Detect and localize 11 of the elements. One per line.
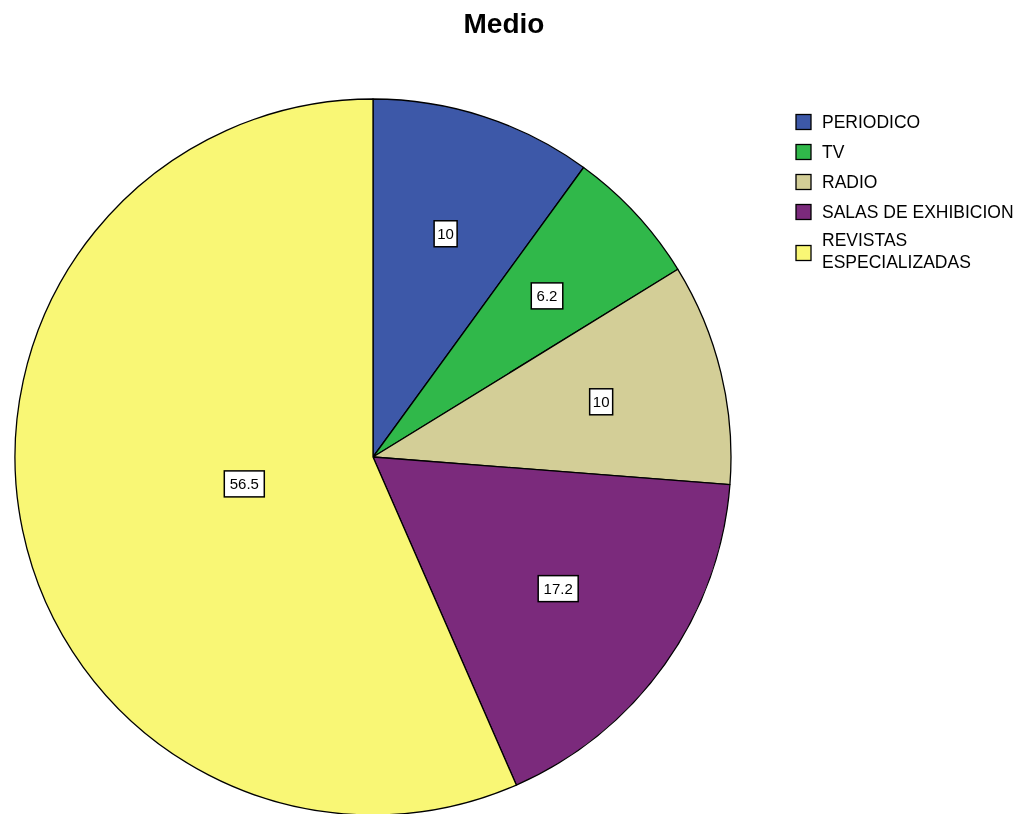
- chart-title: Medio: [463, 7, 545, 39]
- data-label: 10: [592, 393, 610, 411]
- data-label: 56.5: [229, 475, 259, 493]
- legend-label: REVISTAS ESPECIALIZADAS: [822, 230, 971, 272]
- legend-label: RADIO: [822, 172, 878, 192]
- data-label: 6.2: [536, 287, 558, 305]
- legend-label: PERIODICO: [822, 112, 921, 132]
- data-label: 10: [437, 225, 454, 243]
- legend-label: SALAS DE EXHIBICION: [822, 202, 1014, 222]
- data-label: 17.2: [543, 580, 573, 598]
- legend-label: TV: [822, 142, 845, 162]
